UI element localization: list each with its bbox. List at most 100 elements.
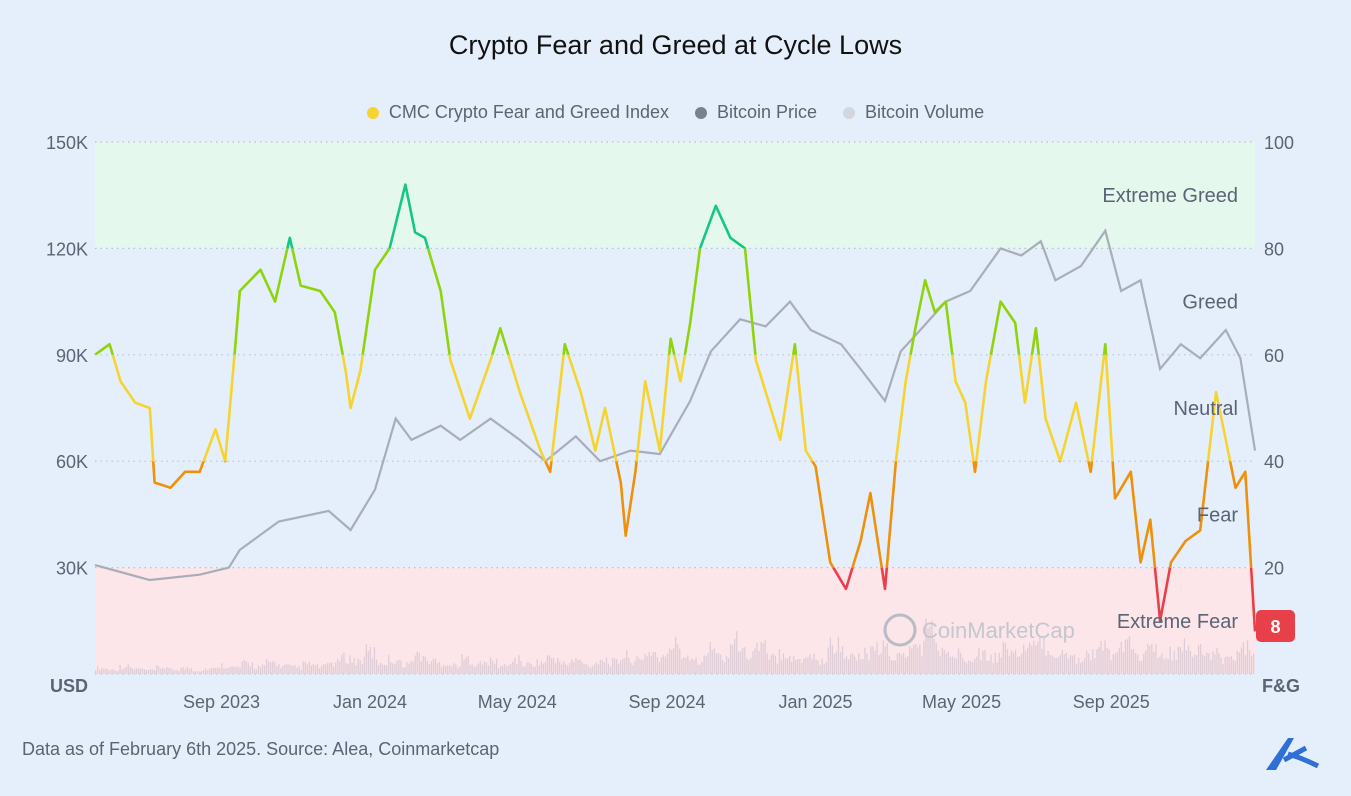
volume-bar bbox=[758, 650, 760, 674]
volume-bar bbox=[1149, 646, 1151, 674]
volume-bar bbox=[1134, 653, 1137, 674]
legend-item-bitcoin-volume[interactable]: Bitcoin Volume bbox=[843, 102, 984, 123]
volume-bar bbox=[459, 666, 461, 674]
volume-bar bbox=[1100, 641, 1102, 674]
volume-bar bbox=[1045, 655, 1047, 674]
legend-item-fear-greed[interactable]: CMC Crypto Fear and Greed Index bbox=[366, 102, 669, 123]
volume-bar bbox=[1246, 640, 1249, 674]
volume-bar bbox=[595, 662, 597, 674]
volume-bar bbox=[644, 653, 646, 674]
volume-bar bbox=[219, 668, 221, 674]
volume-bar bbox=[109, 670, 111, 674]
volume-bar bbox=[274, 661, 276, 674]
volume-bar bbox=[489, 657, 492, 674]
volume-bar bbox=[198, 671, 201, 674]
volume-bar bbox=[491, 660, 494, 674]
volume-bar bbox=[1069, 655, 1072, 674]
volume-bar bbox=[233, 666, 235, 674]
volume-bar bbox=[1128, 636, 1131, 674]
zone-label: Extreme Greed bbox=[1102, 185, 1238, 207]
volume-bar bbox=[701, 661, 703, 674]
volume-bar bbox=[951, 656, 954, 674]
volume-bar bbox=[813, 653, 815, 674]
volume-bar bbox=[933, 638, 935, 674]
volume-bar bbox=[1002, 641, 1004, 674]
volume-bar bbox=[707, 653, 709, 674]
volume-bar bbox=[259, 667, 262, 674]
volume-bar bbox=[1189, 651, 1192, 674]
legend: CMC Crypto Fear and Greed Index Bitcoin … bbox=[0, 102, 1351, 123]
volume-bar bbox=[636, 656, 638, 674]
volume-bar bbox=[646, 656, 648, 674]
volume-bar bbox=[1234, 661, 1236, 674]
volume-bar bbox=[581, 661, 583, 674]
volume-bar bbox=[921, 656, 923, 674]
volume-bar bbox=[137, 668, 140, 674]
volume-bar bbox=[383, 664, 386, 674]
volume-bar bbox=[992, 663, 994, 674]
volume-bar bbox=[493, 663, 496, 674]
legend-item-bitcoin-price[interactable]: Bitcoin Price bbox=[695, 102, 817, 123]
volume-bar bbox=[1071, 655, 1074, 674]
volume-bar bbox=[550, 658, 553, 674]
volume-bar bbox=[634, 660, 636, 674]
volume-bar bbox=[1114, 653, 1116, 674]
volume-bar bbox=[190, 668, 192, 674]
volume-bar bbox=[567, 665, 569, 674]
volume-bar bbox=[593, 664, 595, 674]
volume-bar bbox=[227, 668, 229, 674]
volume-bar bbox=[811, 659, 813, 674]
x-axis-tick: Sep 2025 bbox=[1073, 692, 1150, 712]
volume-bar bbox=[666, 653, 669, 674]
volume-bar bbox=[1047, 650, 1049, 674]
volume-bar bbox=[579, 659, 581, 674]
volume-bar bbox=[1037, 642, 1039, 674]
volume-bar bbox=[1224, 656, 1226, 674]
volume-bar bbox=[1118, 647, 1120, 674]
volume-bar bbox=[123, 668, 125, 674]
volume-bar bbox=[746, 658, 748, 674]
volume-bar bbox=[833, 653, 836, 674]
volume-bar bbox=[805, 657, 807, 674]
volume-bar bbox=[715, 653, 718, 674]
volume-bar bbox=[729, 644, 732, 674]
volume-bar bbox=[1094, 658, 1096, 674]
volume-bar bbox=[1096, 649, 1098, 674]
volume-bar bbox=[575, 658, 577, 674]
volume-bar bbox=[182, 666, 184, 674]
volume-bar bbox=[1202, 654, 1204, 674]
volume-bar bbox=[970, 660, 972, 674]
volume-bar bbox=[654, 652, 656, 674]
volume-bar bbox=[512, 661, 514, 674]
volume-bar bbox=[1252, 653, 1255, 674]
volume-bar bbox=[1004, 642, 1006, 674]
volume-bar bbox=[481, 664, 483, 674]
volume-bar bbox=[941, 647, 943, 674]
volume-bar bbox=[443, 664, 445, 674]
volume-bar bbox=[670, 649, 673, 674]
volume-bar bbox=[168, 668, 170, 674]
volume-bar bbox=[1147, 644, 1149, 674]
volume-bar bbox=[725, 655, 728, 674]
volume-bar bbox=[524, 666, 526, 674]
volume-bar bbox=[302, 661, 304, 674]
fear-greed-line-fear bbox=[151, 461, 1253, 568]
volume-bar bbox=[1067, 658, 1070, 674]
volume-bar bbox=[497, 668, 500, 674]
volume-bar bbox=[913, 644, 915, 674]
volume-bar bbox=[1029, 642, 1031, 674]
volume-bar bbox=[404, 667, 406, 674]
volume-bar bbox=[445, 666, 447, 674]
volume-bar bbox=[97, 666, 99, 674]
volume-bar bbox=[689, 660, 691, 674]
volume-bar bbox=[1049, 655, 1051, 674]
volume-bar bbox=[1145, 650, 1147, 674]
volume-bar bbox=[589, 667, 591, 674]
volume-bar bbox=[396, 660, 398, 674]
volume-bar bbox=[797, 659, 799, 674]
volume-bar bbox=[353, 658, 355, 674]
volume-bar bbox=[463, 659, 465, 674]
volume-bar bbox=[966, 662, 968, 674]
volume-bar bbox=[414, 655, 416, 674]
volume-bar bbox=[947, 651, 950, 674]
